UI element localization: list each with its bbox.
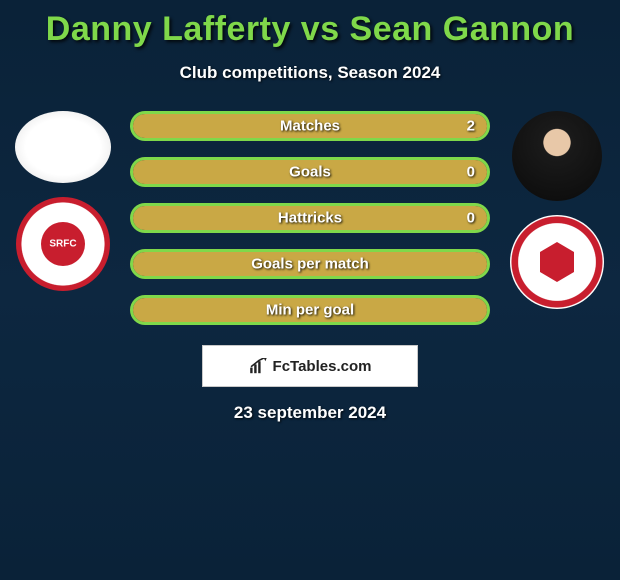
chart-icon bbox=[249, 358, 269, 374]
comparison-section: SRFC Matches 2 Goals 0 Hattricks 0 Goals per m… bbox=[0, 111, 620, 325]
brand-box: FcTables.com bbox=[202, 345, 418, 387]
club-crest-left: SRFC bbox=[16, 197, 110, 291]
club-crest-left-label: SRFC bbox=[49, 239, 76, 250]
stat-right-value: 0 bbox=[467, 164, 475, 181]
stat-label: Min per goal bbox=[266, 302, 354, 319]
stat-bar: Min per goal bbox=[130, 295, 490, 325]
stat-bars: Matches 2 Goals 0 Hattricks 0 Goals per match M… bbox=[120, 111, 500, 325]
stat-bar: Goals per match bbox=[130, 249, 490, 279]
player-photo-left bbox=[15, 111, 111, 183]
right-player-column bbox=[500, 111, 620, 325]
stat-label: Matches bbox=[280, 118, 340, 135]
player-photo-right bbox=[512, 111, 602, 201]
stat-fill-right bbox=[310, 160, 487, 184]
stat-fill-left bbox=[133, 160, 310, 184]
left-player-column: SRFC bbox=[0, 111, 120, 325]
stat-label: Hattricks bbox=[278, 210, 342, 227]
stat-bar: Hattricks 0 bbox=[130, 203, 490, 233]
stat-right-value: 2 bbox=[467, 118, 475, 135]
page-title: Danny Lafferty vs Sean Gannon bbox=[46, 10, 574, 49]
brand-label: FcTables.com bbox=[273, 358, 372, 375]
club-crest-right bbox=[510, 215, 604, 309]
date-label: 23 september 2024 bbox=[234, 403, 386, 423]
stat-bar: Matches 2 bbox=[130, 111, 490, 141]
stat-label: Goals per match bbox=[251, 256, 369, 273]
stat-label: Goals bbox=[289, 164, 331, 181]
stat-bar: Goals 0 bbox=[130, 157, 490, 187]
subtitle: Club competitions, Season 2024 bbox=[180, 63, 441, 83]
stat-right-value: 0 bbox=[467, 210, 475, 227]
